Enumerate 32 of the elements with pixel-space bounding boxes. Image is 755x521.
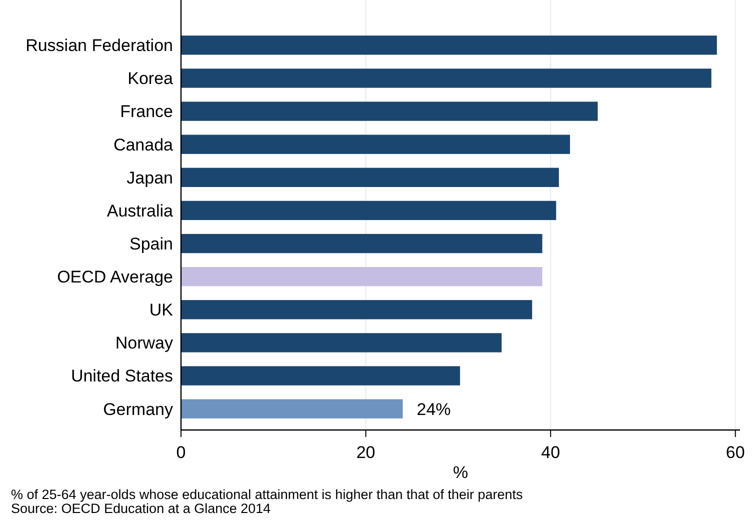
bar <box>181 68 712 88</box>
bar <box>181 134 570 154</box>
y-tick-label: Germany <box>103 400 174 419</box>
text: % of 25-64 year-olds whose educational attainment is higher than that of their parents <box>11 487 524 502</box>
x-tick-label: 40 <box>541 443 560 462</box>
bar <box>181 300 532 320</box>
bar <box>181 267 542 286</box>
bar <box>181 333 502 352</box>
y-tick-label: Japan <box>126 168 173 188</box>
y-tick-label: Russian Federation <box>26 36 173 56</box>
y-tick-label: Spain <box>130 234 173 254</box>
bar <box>181 36 717 55</box>
y-tick-label: OECD Average <box>57 268 173 287</box>
x-tick-label: 20 <box>356 443 376 462</box>
source-note: Source: OECD Education at a Glance 2014 <box>11 501 272 516</box>
x-tick-label: 0 <box>176 443 186 462</box>
bar <box>181 168 559 187</box>
bar <box>181 399 403 418</box>
bar <box>181 200 556 220</box>
bar <box>181 366 460 386</box>
bar <box>181 234 542 254</box>
y-tick-label: Norway <box>115 334 174 353</box>
bar <box>181 102 598 121</box>
y-tick-label: United States <box>70 366 173 386</box>
x-tick-label: 60 <box>726 443 745 462</box>
y-tick-label: UK <box>149 300 174 320</box>
y-tick-label: Korea <box>128 69 174 88</box>
x-axis-title: % <box>452 463 468 482</box>
y-tick-label: France <box>120 102 173 122</box>
y-tick-label: Australia <box>106 201 174 220</box>
data-label: 24% <box>416 400 451 419</box>
y-tick-label: Canada <box>113 135 174 154</box>
